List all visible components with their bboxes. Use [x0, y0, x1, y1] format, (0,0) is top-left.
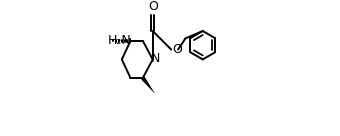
Text: O: O: [172, 43, 182, 56]
Text: H₂N: H₂N: [108, 34, 132, 47]
Text: O: O: [148, 0, 158, 13]
Polygon shape: [141, 77, 155, 94]
Text: N: N: [151, 52, 160, 65]
